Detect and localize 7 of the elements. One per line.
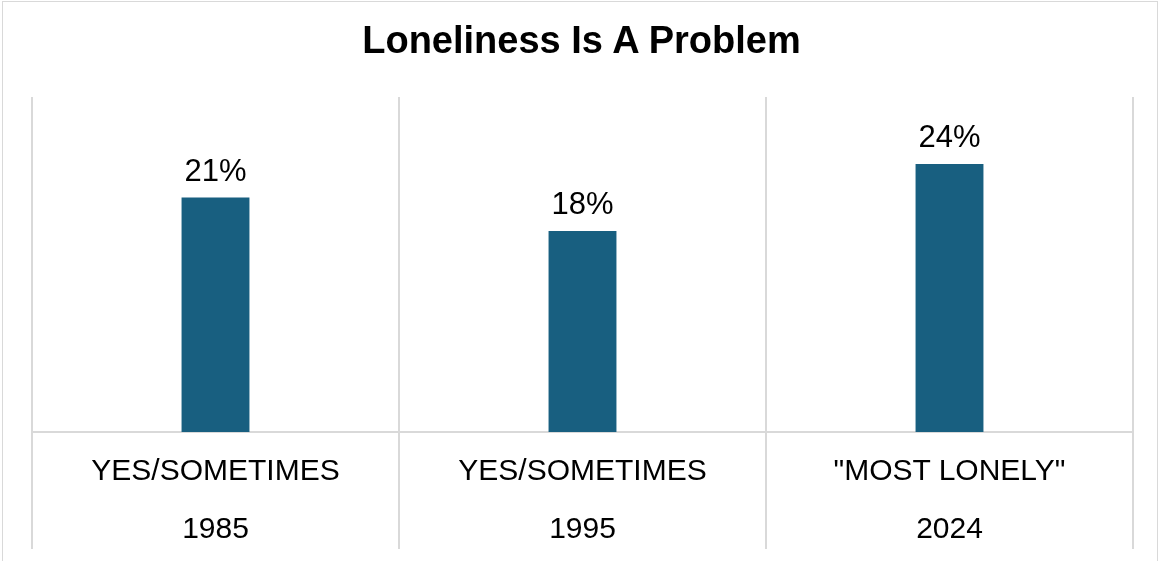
x-tick-label: "MOST LONELY" 2024 — [833, 452, 1066, 544]
chart-title: Loneliness Is A Problem — [362, 19, 801, 61]
x-tick-label: YES/SOMETIMES 1985 — [91, 452, 340, 544]
x-tick-label: YES/SOMETIMES 1995 — [458, 452, 707, 544]
data-label: 18% — [551, 186, 614, 221]
data-label: 24% — [918, 119, 981, 154]
data-label: 21% — [184, 152, 247, 188]
